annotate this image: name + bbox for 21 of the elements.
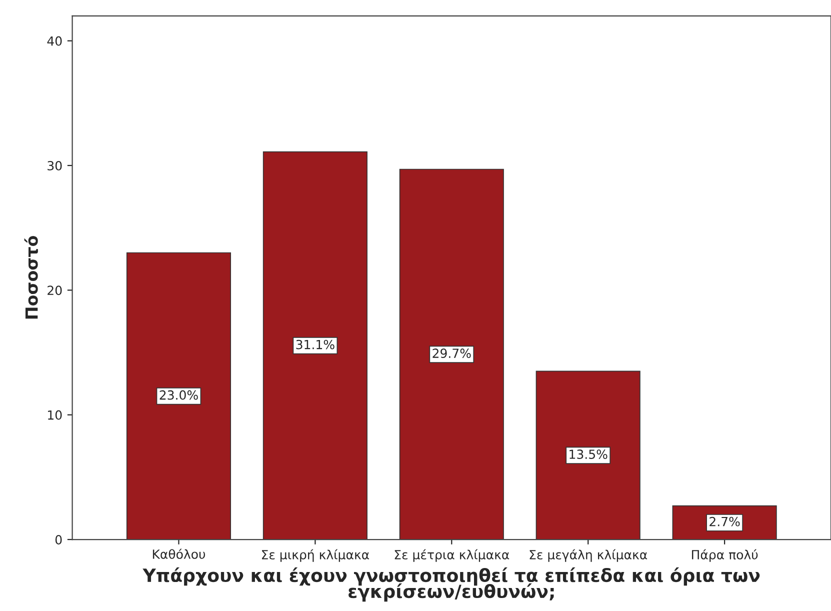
y-tick-label: 30 [48, 160, 62, 170]
y-tick-label: 20 [48, 286, 62, 296]
x-tick-label: Σε μεγάλη κλίμακα [530, 549, 648, 562]
y-tick-label: 0 [55, 534, 62, 544]
y-axis-title: Ποσοστό [24, 236, 38, 319]
x-tick-label: Πάρα πολύ [692, 549, 758, 562]
bar [126, 252, 232, 540]
x-tick-label: Σε μέτρια κλίμακα [394, 549, 510, 562]
data-label: 13.5% [570, 450, 608, 459]
y-tick-label: 40 [47, 36, 62, 46]
bar [262, 151, 368, 540]
y-tick-label: 10 [48, 410, 62, 420]
data-label: 23.0% [160, 390, 198, 400]
x-tick-label: Σε μικρή κλίμακα [262, 549, 369, 562]
bar [399, 168, 504, 540]
data-label: 29.7% [432, 348, 471, 358]
x-axis-title: Υπάρχουν και έχουν γνωστοποιηθεί τα επίπεδα και όρια των εγκρίσεων/ευθυνών; [142, 567, 760, 602]
data-label: 31.1% [296, 340, 334, 350]
x-tick-label: Καθόλου [152, 548, 206, 559]
bar [536, 370, 640, 540]
data-label: 2.7% [710, 516, 740, 526]
